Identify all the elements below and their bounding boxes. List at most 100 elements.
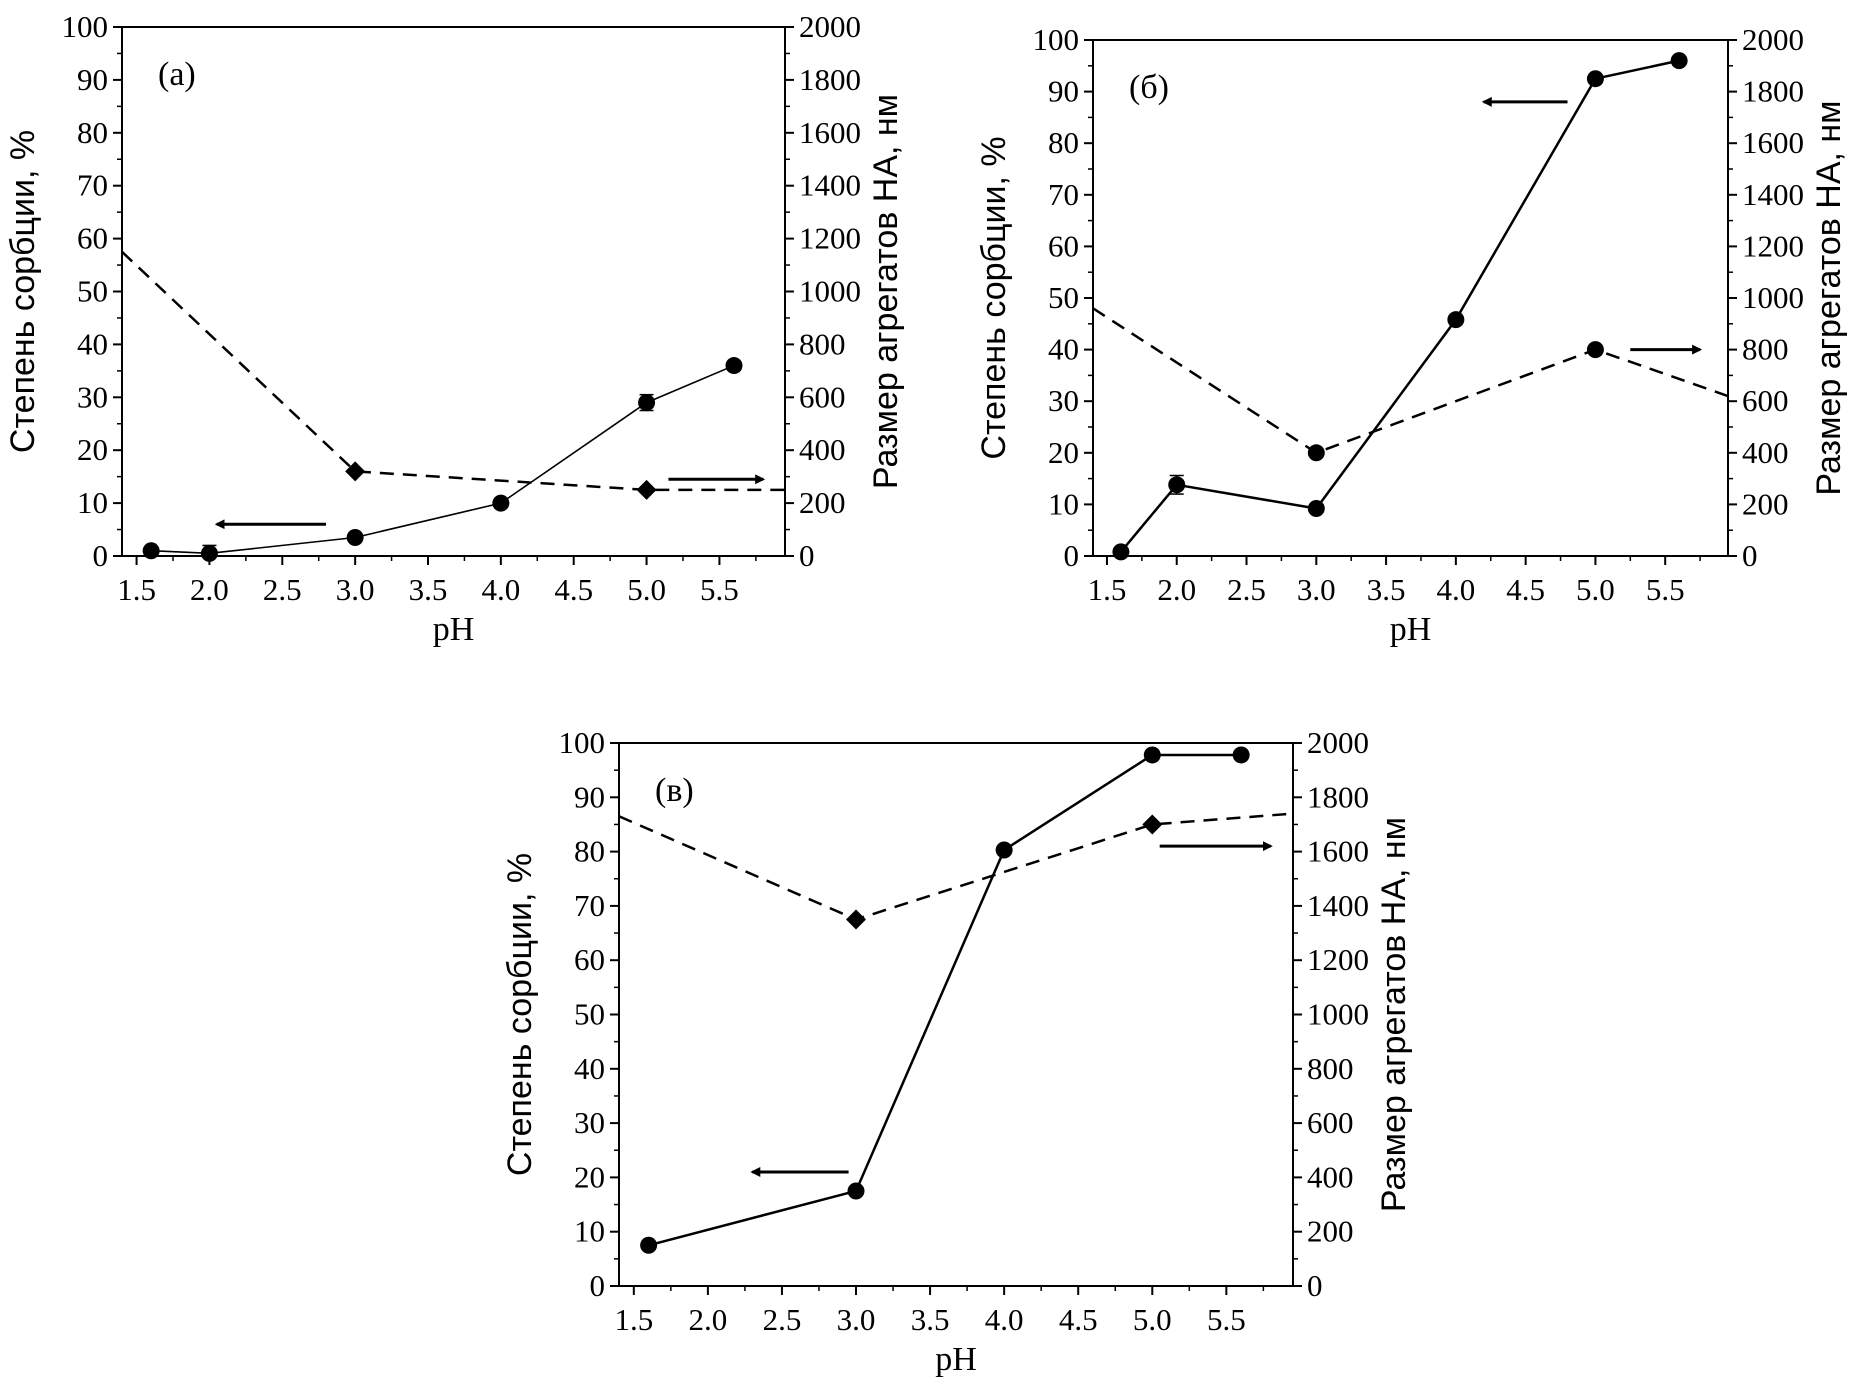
x-tick-label: 3.5 — [1367, 572, 1406, 607]
chart-panel-3: 1.5 2.0 2.5 3.0 3.5 4.0 4.5 5.0 5.5 0 10 20 30 40 50 60… — [501, 725, 1413, 1378]
diamond-marker — [1142, 814, 1163, 835]
y-right-tick-label: 800 — [1742, 332, 1789, 367]
y-left-tick-label: 60 — [1048, 228, 1079, 263]
y-right-tick-label: 400 — [799, 432, 846, 467]
x-tick-label: 1.5 — [614, 1302, 653, 1337]
y-left-tick-label: 40 — [77, 326, 108, 361]
y-right-tick-label: 2000 — [1742, 22, 1804, 57]
y-right-tick-label: 1400 — [799, 168, 861, 203]
y-left-tick-label: 80 — [574, 834, 605, 869]
y-left-tick-label: 100 — [1033, 22, 1080, 57]
circle-marker — [640, 1236, 658, 1254]
y-left-tick-label: 80 — [77, 115, 108, 150]
y-right-tick-label: 0 — [1307, 1268, 1323, 1303]
circle-marker — [200, 544, 218, 562]
sorption-line — [151, 364, 735, 555]
circle-marker — [346, 528, 364, 546]
x-tick-label: 4.0 — [1436, 572, 1475, 607]
y-right-tick-label: 800 — [799, 326, 846, 361]
y-left-tick-label: 40 — [1048, 332, 1079, 367]
x-tick-label: 3.5 — [911, 1302, 950, 1337]
circle-marker — [1586, 341, 1604, 359]
y-left-tick-label: 70 — [77, 168, 108, 203]
y-left-tick-label: 70 — [574, 888, 605, 923]
y-left-axis-title: Степень сорбции, % — [975, 136, 1013, 459]
y-right-tick-label: 1800 — [799, 62, 861, 97]
y-left-tick-label: 100 — [559, 725, 606, 760]
y-right-tick-label: 1600 — [1307, 834, 1369, 869]
x-axis-title: pH — [433, 611, 475, 648]
y-right-tick-label: 400 — [1307, 1159, 1354, 1194]
x-tick-label: 2.5 — [263, 572, 302, 607]
x-tick-label: 5.5 — [1207, 1302, 1246, 1337]
y-left-tick-label: 90 — [1048, 74, 1079, 109]
plot-frame — [1092, 39, 1729, 557]
x-tick-label: 5.0 — [1133, 1302, 1172, 1337]
y-right-tick-label: 1000 — [1307, 997, 1369, 1032]
sorption-line — [1119, 59, 1680, 553]
y-right-axis-title: Размер агрегатов HA, нм — [867, 94, 905, 489]
diamond-marker — [636, 479, 657, 500]
circle-marker — [847, 1182, 865, 1200]
diamond-marker — [846, 909, 867, 930]
y-left-tick-label: 10 — [574, 1214, 605, 1249]
y-left-tick-label: 30 — [1048, 383, 1079, 418]
y-right-tick-label: 1200 — [1307, 942, 1369, 977]
circle-marker — [1586, 70, 1604, 88]
y-left-tick-label: 0 — [590, 1268, 606, 1303]
circle-marker — [1143, 746, 1161, 764]
x-tick-label: 4.5 — [1059, 1302, 1098, 1337]
x-tick-label: 4.5 — [554, 572, 593, 607]
circle-marker — [142, 542, 160, 560]
x-tick-label: 4.0 — [481, 572, 520, 607]
y-left-tick-label: 0 — [1064, 538, 1080, 573]
y-right-tick-label: 1800 — [1742, 74, 1804, 109]
aggregate-size-line — [619, 812, 1293, 921]
y-left-tick-label: 50 — [574, 997, 605, 1032]
x-axis-title: pH — [935, 1341, 977, 1378]
y-left-tick-label: 0 — [93, 538, 109, 573]
y-left-tick-label: 80 — [1048, 125, 1079, 160]
circle-marker — [725, 357, 743, 375]
plot-frame — [618, 742, 1294, 1287]
x-tick-label: 5.0 — [1576, 572, 1615, 607]
x-tick-label: 3.5 — [409, 572, 448, 607]
x-tick-label: 2.5 — [1227, 572, 1266, 607]
y-left-tick-label: 30 — [574, 1105, 605, 1140]
y-left-tick-label: 60 — [574, 942, 605, 977]
circle-marker — [1232, 746, 1250, 764]
x-tick-label: 2.0 — [689, 1302, 728, 1337]
x-tick-label: 5.5 — [700, 572, 739, 607]
x-tick-label: 2.5 — [763, 1302, 802, 1337]
y-left-tick-label: 40 — [574, 1051, 605, 1086]
y-left-tick-label: 10 — [1048, 486, 1079, 521]
y-right-tick-label: 600 — [1742, 383, 1789, 418]
x-tick-label: 5.0 — [627, 572, 666, 607]
y-right-tick-label: 1800 — [1307, 779, 1369, 814]
y-left-tick-label: 90 — [77, 62, 108, 97]
y-left-tick-label: 70 — [1048, 177, 1079, 212]
y-right-tick-label: 1200 — [1742, 228, 1804, 263]
panel-label: (a) — [158, 56, 196, 93]
y-right-tick-label: 1600 — [799, 115, 861, 150]
diamond-marker — [345, 461, 366, 482]
circle-marker — [1168, 476, 1186, 494]
y-right-tick-label: 200 — [799, 485, 846, 520]
y-right-tick-label: 1000 — [1742, 280, 1804, 315]
y-left-axis-title: Степень сорбции, % — [501, 853, 539, 1176]
y-right-tick-label: 600 — [799, 379, 846, 414]
y-right-tick-label: 0 — [1742, 538, 1758, 573]
x-tick-label: 5.5 — [1646, 572, 1685, 607]
x-tick-label: 2.0 — [1157, 572, 1196, 607]
y-right-tick-label: 1600 — [1742, 125, 1804, 160]
y-left-tick-label: 10 — [77, 485, 108, 520]
y-left-axis-title: Степень сорбции, % — [4, 130, 42, 453]
x-tick-label: 4.0 — [985, 1302, 1024, 1337]
chart-panel-1: 1.5 2.0 2.5 3.0 3.5 4.0 4.5 5.0 5.5 0 10 20 30 40 50 60… — [4, 9, 905, 648]
y-left-tick-label: 20 — [77, 432, 108, 467]
circle-marker — [1112, 543, 1130, 561]
y-left-tick-label: 90 — [574, 779, 605, 814]
panel-label: (в) — [655, 772, 694, 809]
x-tick-label: 3.0 — [336, 572, 375, 607]
y-left-tick-label: 50 — [1048, 280, 1079, 315]
